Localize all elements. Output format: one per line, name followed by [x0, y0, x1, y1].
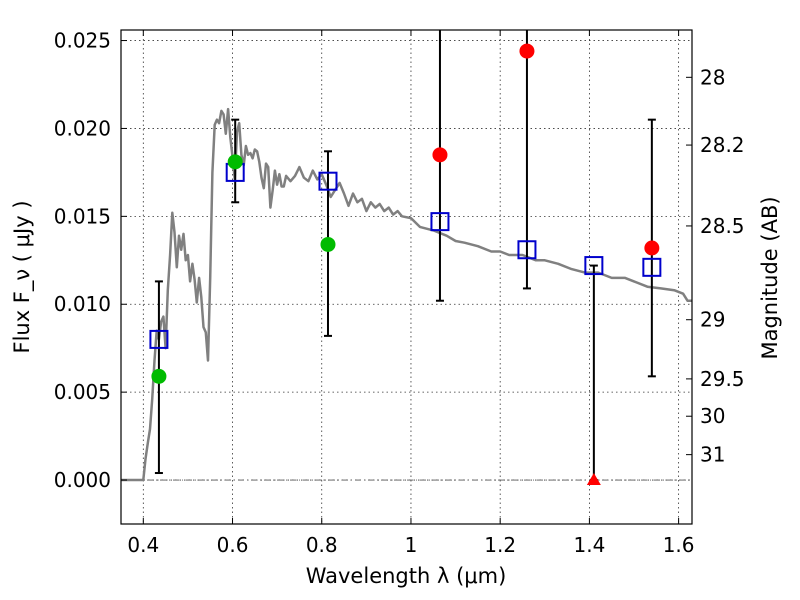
right-tick-label: 29 — [700, 308, 725, 332]
y-tick-label: 0.020 — [54, 116, 111, 140]
x-tick-label: 0.6 — [217, 533, 249, 557]
y-tick-label: 0.015 — [54, 204, 111, 228]
observed-red-point — [432, 147, 448, 163]
marker-layer — [149, 43, 662, 486]
right-tick-label: 28.5 — [700, 214, 745, 238]
spectrum-layer — [121, 107, 692, 482]
x-tick-label: 0.4 — [127, 533, 159, 557]
right-tick-label: 31 — [700, 443, 725, 467]
x-tick-label: 1.6 — [663, 533, 695, 557]
y-tick-label: 0.010 — [54, 292, 111, 316]
x-axis-label: Wavelength λ (μm) — [306, 564, 507, 588]
observed-green-point — [320, 236, 336, 252]
model-photometry-square — [318, 171, 338, 191]
model-spectrum-line — [121, 107, 692, 482]
x-tick-label: 0.8 — [306, 533, 338, 557]
model-photometry-square — [517, 240, 537, 260]
model-photometry-square — [430, 212, 450, 232]
right-tick-label: 28 — [700, 65, 725, 89]
model-photometry-square — [584, 256, 604, 276]
x-tick-label: 1 — [405, 533, 418, 557]
y-axis-label: Flux F_ν ( μJy ) — [10, 200, 35, 353]
right-tick-label: 30 — [700, 404, 725, 428]
observed-red-point — [644, 240, 660, 256]
y-axis-label-right: Magnitude (AB) — [758, 196, 782, 359]
observed-green-point — [151, 368, 167, 384]
x-tick-label: 1.4 — [573, 533, 605, 557]
observed-red-point — [519, 43, 535, 59]
observed-green-point — [227, 154, 243, 170]
plot-frame — [120, 29, 693, 525]
right-tick-label: 28.2 — [700, 133, 745, 157]
x-tick-label: 1.2 — [484, 533, 516, 557]
tick-layer: 0.4 0.6 0.8 1 1.2 1.4 1.6 0.000 0.005 0.010 0.015 0… — [54, 29, 745, 557]
upper-limit-triangle — [586, 473, 601, 486]
y-tick-label: 0.005 — [54, 380, 111, 404]
right-tick-label: 29.5 — [700, 367, 745, 391]
y-tick-label: 0.025 — [54, 29, 111, 53]
y-tick-label: 0.000 — [54, 468, 111, 492]
model-photometry-square — [642, 257, 662, 277]
model-photometry-square — [149, 329, 169, 349]
